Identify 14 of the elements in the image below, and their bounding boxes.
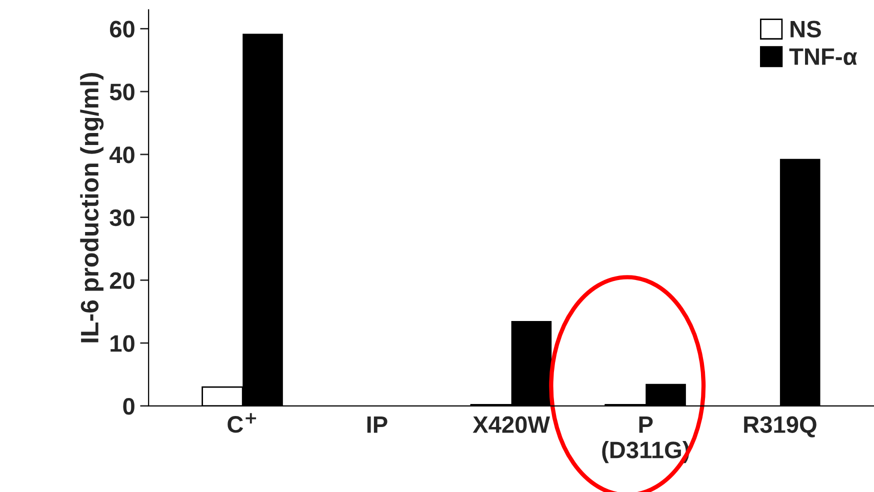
y-tick-label: 10 [110,335,134,352]
y-tick-label: 0 [123,398,134,415]
y-axis-title: IL-6 production (ng/ml) [80,73,104,342]
legend-label: NS [790,20,821,38]
x-tick-label: IP [367,416,388,433]
y-tick-label: 60 [110,20,134,38]
y-tick-label: 20 [110,272,134,289]
x-tick-label: R319Q [744,416,816,438]
y-tick-label: 40 [109,146,134,164]
x-tick-label: C$^{+}$ [228,413,256,433]
y-tick-label: 30 [110,209,134,226]
y-tick-label: 50 [110,84,134,100]
legend-label: TNF-α [789,48,858,66]
x-tick-label: X420W [472,416,550,433]
